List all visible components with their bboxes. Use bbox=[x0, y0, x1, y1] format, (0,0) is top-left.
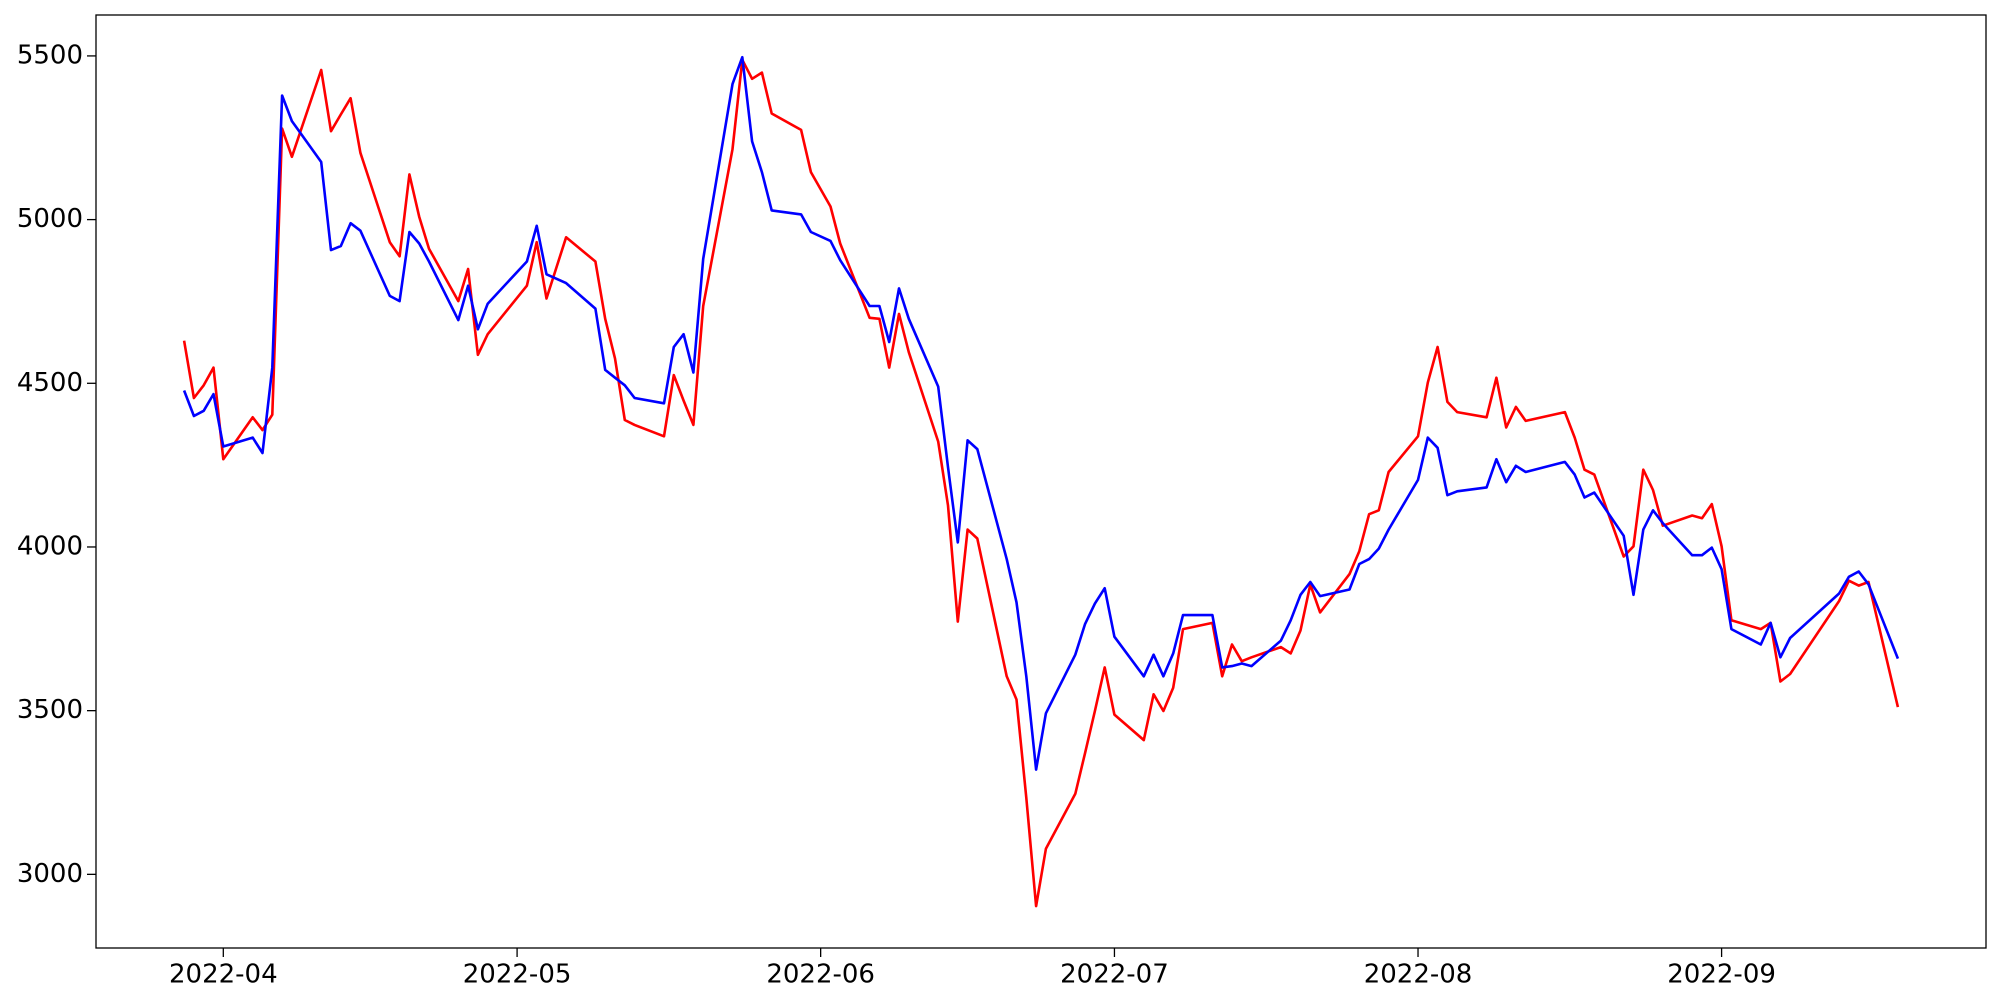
y-tick-label: 3500 bbox=[17, 695, 83, 725]
series-line bbox=[182, 55, 1900, 771]
x-tick-label: 2022-05 bbox=[463, 960, 572, 990]
y-tick-label: 4500 bbox=[17, 368, 83, 398]
y-tick-label: 5000 bbox=[17, 204, 83, 234]
series-line bbox=[182, 58, 1900, 908]
x-tick-label: 2022-07 bbox=[1060, 960, 1169, 990]
x-tick-label: 2022-04 bbox=[169, 960, 278, 990]
x-tick-label: 2022-08 bbox=[1364, 960, 1473, 990]
x-tick-label: 2022-06 bbox=[766, 960, 875, 990]
y-tick-label: 4000 bbox=[17, 531, 83, 561]
y-tick-label: 3000 bbox=[17, 859, 83, 889]
x-tick-label: 2022-09 bbox=[1667, 960, 1776, 990]
y-tick-label: 5500 bbox=[17, 40, 83, 70]
plot-frame bbox=[95, 14, 1987, 949]
